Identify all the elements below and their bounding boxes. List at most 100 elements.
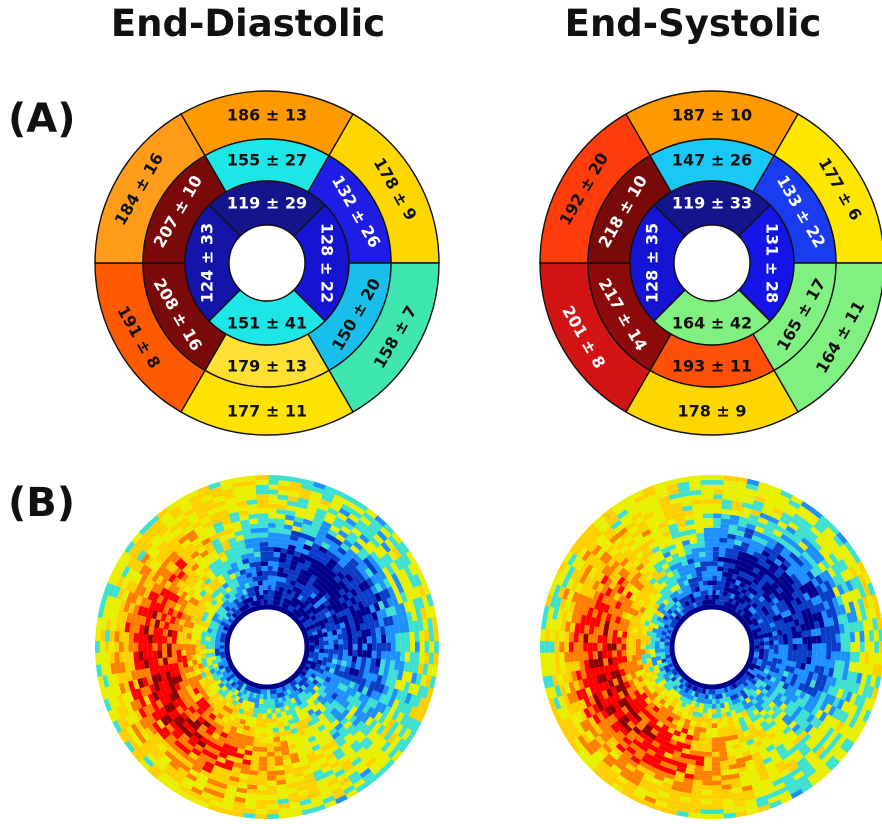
heatmap-cell [296, 750, 307, 758]
heatmap-cell [266, 727, 273, 733]
heatmap-cell [230, 740, 240, 748]
heatmap-cell [120, 714, 131, 729]
heatmap-cell [158, 602, 166, 614]
heatmap-cell [276, 504, 289, 511]
heatmap-cell [703, 518, 714, 524]
heatmap-cell [379, 555, 391, 569]
heatmap-cell [222, 625, 229, 631]
heatmap-cell [255, 785, 267, 791]
heatmap-cell [305, 751, 316, 760]
heatmap-cell [317, 503, 331, 513]
heatmap-cell [226, 552, 236, 560]
heatmap-cell [341, 503, 355, 515]
heatmap-cell [364, 605, 372, 616]
heatmap-cell [320, 795, 336, 805]
heatmap-cell [416, 685, 425, 699]
end-systolic-segment-inner-1-label: 119 ± 33 [672, 194, 752, 213]
heatmap-cell [399, 702, 409, 716]
heatmap-cell [236, 500, 249, 507]
heatmap-cell [792, 638, 798, 646]
heatmap-cell [422, 582, 432, 597]
end-systolic-map [540, 475, 882, 819]
heatmap-cell [578, 640, 584, 652]
heatmap-cell [255, 484, 269, 490]
heatmap-cell [208, 511, 221, 521]
heatmap-cell [286, 796, 300, 804]
heatmap-cell [181, 538, 193, 549]
heatmap-cell [395, 593, 404, 606]
heatmap-cell [251, 590, 257, 597]
heatmap-cell [284, 782, 297, 790]
heatmap-cell [232, 566, 241, 573]
heatmap-cell [365, 688, 374, 699]
heatmap-cell [214, 739, 225, 748]
heatmap-cell [379, 658, 386, 669]
heatmap-cell [253, 600, 259, 606]
heatmap-cell [205, 639, 211, 646]
heatmap-cell [251, 532, 261, 539]
heatmap-cell [300, 609, 307, 616]
heatmap-cell [270, 703, 276, 709]
heatmap-cell [174, 543, 186, 555]
heatmap-cell [176, 649, 182, 657]
heatmap-cell [345, 517, 359, 529]
heatmap-cell [281, 754, 291, 761]
heatmap-cell [291, 555, 301, 563]
heatmap-cell [363, 543, 375, 556]
heatmap-cell [205, 656, 212, 662]
heatmap-cell [346, 655, 353, 663]
heatmap-cell [356, 656, 362, 665]
heatmap-cell [198, 532, 210, 542]
heatmap-cell [262, 585, 268, 590]
heatmap-cell [179, 744, 192, 756]
heatmap-cell [298, 532, 309, 540]
heatmap-cell [255, 789, 267, 796]
heatmap-cell [407, 599, 416, 613]
heatmap-cell [271, 717, 278, 724]
heatmap-cell [233, 731, 243, 739]
heatmap-cell [292, 736, 302, 744]
heatmap-cell [177, 661, 184, 669]
heatmap-cell [155, 717, 166, 730]
heatmap-cell [148, 599, 157, 611]
heatmap-cell [105, 661, 112, 676]
heatmap-cell [267, 561, 274, 567]
heatmap-cell [333, 494, 348, 505]
heatmap-cell [377, 666, 385, 678]
heatmap-cell [152, 641, 158, 651]
heatmap-cell [283, 705, 290, 712]
heatmap-cell [394, 711, 405, 725]
heatmap-cell [327, 507, 341, 517]
heatmap-cell [317, 633, 324, 639]
heatmap-cell [152, 560, 163, 573]
heatmap-cell [314, 777, 328, 787]
heatmap-cell [275, 712, 282, 718]
heatmap-cell [840, 633, 846, 644]
heatmap-cell [859, 641, 865, 654]
heatmap-cell [329, 786, 344, 797]
heatmap-cell [170, 539, 183, 551]
heatmap-cell [242, 754, 252, 761]
heatmap-cell [124, 660, 131, 672]
heatmap-cell [278, 475, 293, 482]
heatmap-cell [244, 484, 258, 491]
heatmap-cell [211, 553, 221, 563]
heatmap-cell [298, 798, 312, 807]
heatmap-cell [183, 741, 195, 752]
end-diastolic-map [94, 475, 440, 819]
heatmap-cell [139, 595, 148, 608]
heatmap-cell [125, 724, 137, 738]
heatmap-cell [337, 529, 350, 540]
heatmap-cell [248, 765, 259, 771]
heatmap-cell [395, 642, 401, 654]
heatmap-cell [351, 743, 364, 755]
heatmap-cell [257, 756, 267, 762]
heatmap-cell [339, 621, 346, 630]
heatmap-cell [132, 677, 140, 690]
heatmap-cell [315, 736, 326, 745]
heatmap-cell [217, 550, 228, 559]
heatmap-cell [162, 514, 176, 527]
heatmap-cell [375, 627, 382, 637]
heatmap-cell [232, 525, 244, 533]
heatmap-cell [302, 772, 315, 781]
